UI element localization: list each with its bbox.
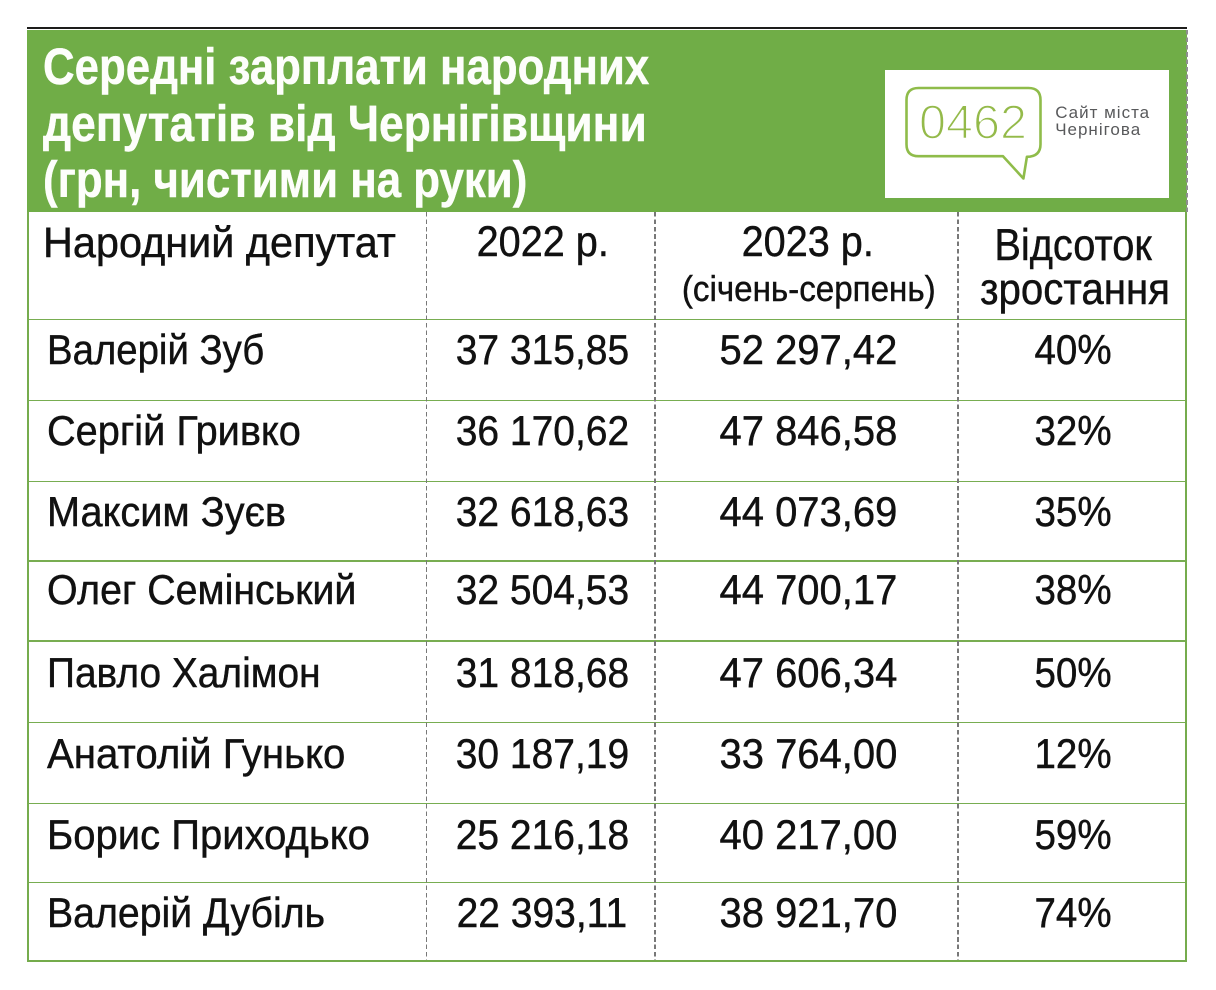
svg-text:0462: 0462 [919, 96, 1027, 150]
